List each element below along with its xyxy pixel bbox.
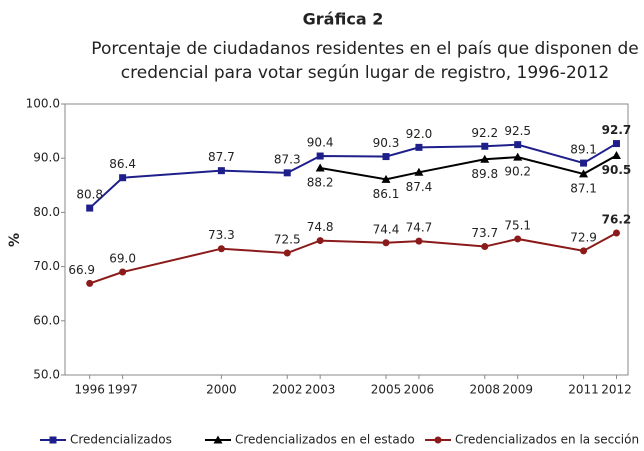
data-label: 90.4: [307, 136, 334, 150]
marker: [481, 243, 489, 251]
x-tick-label: 2011: [568, 383, 599, 397]
marker: [415, 237, 423, 245]
marker: [119, 174, 127, 182]
legend-label: Credencializados: [70, 433, 172, 447]
marker: [119, 268, 127, 276]
data-label: 92.7: [602, 123, 632, 137]
y-tick-label: 60.0: [33, 313, 60, 327]
data-label: 76.2: [602, 212, 632, 226]
marker: [86, 204, 94, 212]
marker: [612, 140, 620, 148]
marker: [481, 142, 489, 150]
data-label: 92.0: [406, 127, 433, 141]
data-label: 92.2: [471, 126, 498, 140]
plot-frame: [64, 103, 629, 376]
data-label: 87.7: [208, 150, 235, 164]
data-label: 74.4: [373, 222, 400, 236]
x-tick-label: 2003: [305, 383, 336, 397]
marker: [480, 154, 490, 163]
legend-marker: [213, 435, 223, 444]
x-tick-label: 2008: [470, 383, 501, 397]
marker: [283, 249, 291, 257]
legend-marker: [49, 436, 57, 444]
x-tick-label: 1997: [107, 383, 138, 397]
data-label: 90.3: [373, 136, 400, 150]
data-label: 86.4: [109, 157, 136, 171]
y-axis-label: %: [7, 233, 23, 247]
marker: [382, 153, 390, 161]
marker: [381, 174, 391, 183]
data-label: 74.8: [307, 220, 334, 234]
data-label: 74.7: [406, 221, 433, 235]
data-label: 87.3: [274, 152, 301, 166]
y-tick-label: 90.0: [33, 151, 60, 165]
marker: [414, 167, 424, 176]
x-tick-label: 2000: [206, 383, 237, 397]
data-label: 80.8: [76, 188, 103, 202]
data-label: 87.4: [406, 180, 433, 194]
y-tick-label: 50.0: [33, 368, 60, 382]
chart-subtitle: credencial para votar según lugar de reg…: [121, 63, 609, 83]
marker: [514, 235, 522, 243]
marker: [316, 237, 324, 245]
marker: [382, 239, 390, 247]
y-tick-label: 70.0: [33, 259, 60, 273]
data-label: 88.2: [307, 175, 334, 189]
marker: [612, 229, 620, 237]
y-tick-label: 100.0: [26, 97, 60, 111]
data-label: 73.7: [471, 226, 498, 240]
marker: [514, 141, 522, 149]
data-label: 89.1: [570, 143, 597, 157]
x-tick-label: 2005: [371, 383, 402, 397]
legend-label: Credencializados en la sección: [455, 433, 639, 447]
data-label: 72.5: [274, 233, 301, 247]
series-line: [89, 142, 617, 209]
marker: [580, 247, 588, 255]
data-label: 87.1: [570, 181, 597, 195]
data-label: 92.5: [504, 124, 531, 138]
marker: [86, 279, 94, 287]
marker: [579, 169, 589, 178]
legend-label: Credencializados en el estado: [235, 433, 415, 447]
chart-subtitle: Porcentaje de ciudadanos residentes en e…: [91, 39, 638, 59]
marker: [217, 167, 225, 175]
marker: [415, 143, 423, 151]
marker: [513, 152, 523, 161]
data-label: 66.9: [68, 263, 95, 277]
marker: [315, 163, 325, 172]
chart-title: Gráfica 2: [303, 10, 384, 29]
x-tick-label: 1996: [74, 383, 105, 397]
data-label: 69.0: [109, 252, 136, 266]
marker: [283, 169, 291, 177]
legend-marker: [434, 436, 442, 444]
data-label: 75.1: [504, 218, 531, 232]
marker: [611, 150, 621, 159]
x-tick-label: 2012: [601, 383, 632, 397]
marker: [316, 152, 324, 160]
data-label: 73.3: [208, 228, 235, 242]
x-tick-label: 2009: [502, 383, 533, 397]
data-label: 72.9: [570, 230, 597, 244]
marker: [217, 245, 225, 253]
marker: [580, 159, 588, 167]
x-tick-label: 2002: [272, 383, 303, 397]
y-tick-label: 80.0: [33, 205, 60, 219]
x-tick-label: 2006: [404, 383, 435, 397]
data-label: 86.1: [373, 187, 400, 201]
data-label: 89.8: [471, 167, 498, 181]
series-line: [89, 232, 617, 285]
data-label: 90.5: [602, 163, 632, 177]
data-label: 90.2: [504, 165, 531, 179]
